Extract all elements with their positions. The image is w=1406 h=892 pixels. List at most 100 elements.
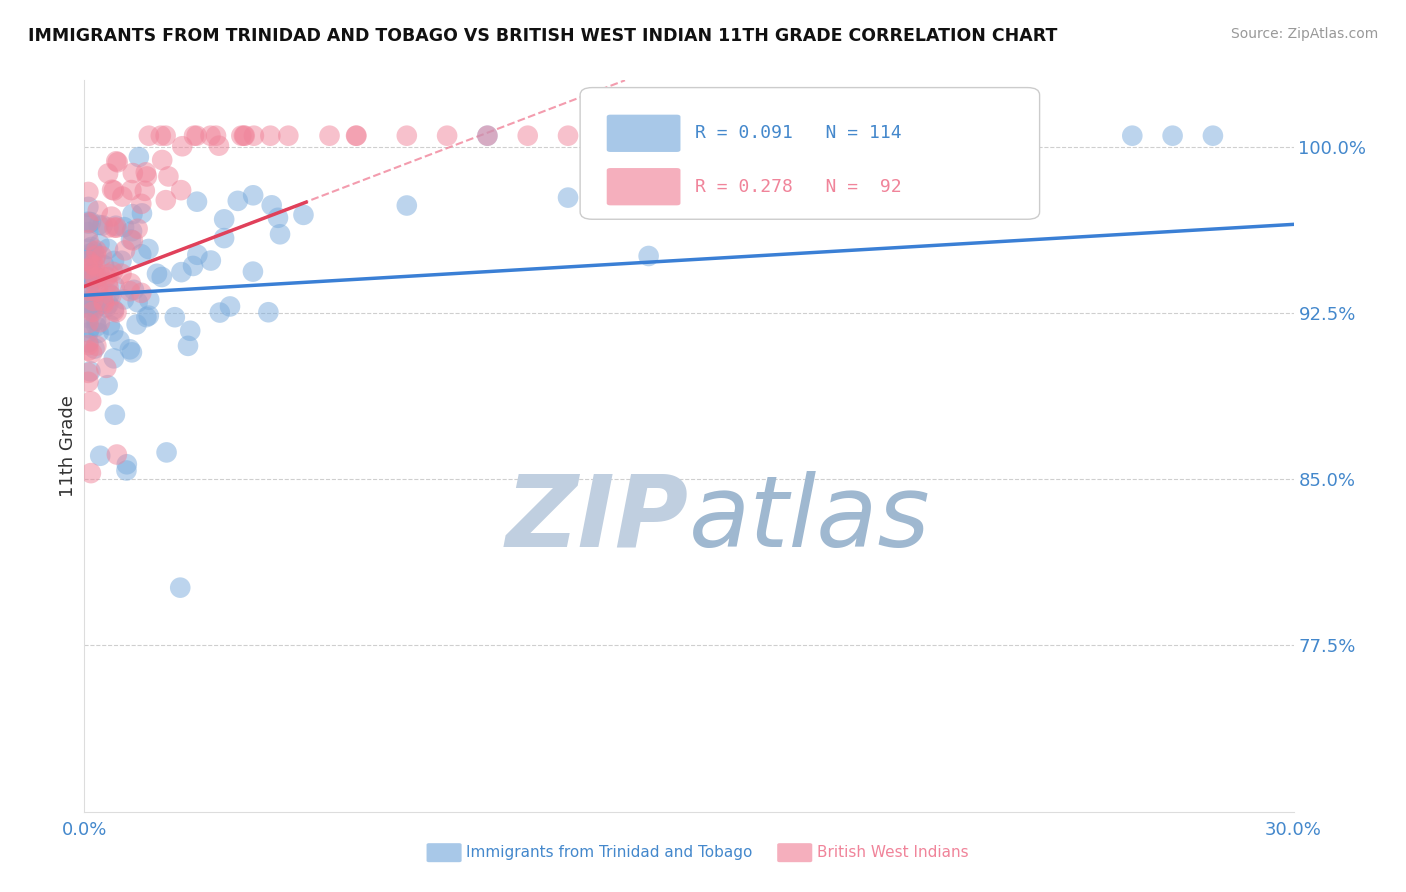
Point	[77, 214, 100, 228]
Point	[84, 314, 107, 328]
Point	[120, 277, 142, 291]
Point	[172, 139, 194, 153]
Point	[183, 128, 205, 143]
Point	[112, 220, 135, 235]
Point	[87, 218, 110, 232]
Point	[96, 269, 118, 284]
Point	[77, 253, 100, 268]
Text: atlas: atlas	[689, 471, 931, 567]
Point	[77, 242, 100, 256]
Point	[112, 293, 135, 307]
Point	[163, 310, 186, 325]
Point	[86, 273, 108, 287]
Point	[200, 253, 222, 268]
Point	[96, 360, 118, 375]
Point	[77, 326, 100, 340]
Point	[718, 167, 741, 181]
Point	[138, 128, 160, 143]
Point	[77, 343, 100, 358]
Point	[120, 232, 142, 246]
Point	[150, 153, 173, 167]
Point	[170, 183, 193, 197]
Point	[101, 183, 124, 197]
Point	[93, 296, 115, 310]
Point	[77, 375, 100, 389]
Point	[97, 280, 120, 294]
Point	[127, 295, 149, 310]
Point	[80, 466, 103, 480]
Point	[138, 293, 160, 307]
Point	[226, 194, 249, 208]
Point	[135, 165, 157, 179]
Point	[129, 247, 152, 261]
Point	[105, 305, 128, 319]
Point	[83, 260, 105, 274]
Point	[477, 128, 499, 143]
FancyBboxPatch shape	[581, 87, 1039, 219]
Point	[637, 249, 659, 263]
Point	[104, 408, 127, 422]
Point	[97, 276, 120, 290]
Point	[799, 198, 821, 212]
Point	[80, 298, 103, 312]
Point	[86, 299, 108, 313]
Point	[89, 237, 111, 252]
Point	[80, 250, 103, 264]
Point	[77, 311, 100, 326]
Point	[219, 300, 242, 314]
Point	[169, 581, 191, 595]
Point	[104, 219, 127, 233]
Point	[208, 138, 231, 153]
Point	[87, 295, 110, 310]
Point	[84, 249, 107, 263]
Point	[1121, 128, 1143, 143]
Point	[125, 318, 148, 332]
Y-axis label: 11th Grade: 11th Grade	[59, 395, 77, 497]
Point	[212, 212, 235, 227]
FancyBboxPatch shape	[426, 843, 461, 863]
Point	[80, 346, 103, 360]
Point	[84, 294, 107, 309]
Point	[127, 221, 149, 235]
Point	[103, 325, 125, 339]
Point	[77, 261, 100, 276]
Point	[232, 128, 254, 143]
Point	[77, 293, 100, 308]
Point	[477, 128, 499, 143]
Point	[155, 128, 177, 143]
Point	[79, 246, 101, 260]
Point	[77, 233, 100, 247]
Point	[77, 185, 100, 199]
Point	[84, 301, 107, 315]
Point	[121, 207, 143, 221]
Point	[181, 259, 204, 273]
Point	[80, 257, 103, 271]
Point	[79, 321, 101, 335]
Point	[82, 258, 104, 272]
Point	[114, 244, 136, 258]
Point	[1161, 128, 1184, 143]
Point	[105, 154, 128, 169]
Point	[77, 316, 100, 330]
Point	[128, 150, 150, 164]
Point	[93, 258, 115, 272]
Point	[1202, 128, 1225, 143]
Point	[557, 128, 579, 143]
Point	[79, 284, 101, 298]
Point	[557, 191, 579, 205]
Point	[121, 345, 143, 359]
Point	[179, 324, 201, 338]
Point	[80, 274, 103, 288]
Point	[269, 227, 291, 242]
Point	[395, 198, 418, 212]
FancyBboxPatch shape	[607, 115, 681, 152]
Point	[242, 265, 264, 279]
Point	[80, 215, 103, 229]
Point	[960, 128, 983, 143]
Point	[77, 266, 100, 280]
Point	[150, 270, 173, 285]
Point	[257, 305, 280, 319]
Text: R = 0.091   N = 114: R = 0.091 N = 114	[695, 124, 901, 142]
Point	[83, 342, 105, 356]
Point	[91, 293, 114, 307]
